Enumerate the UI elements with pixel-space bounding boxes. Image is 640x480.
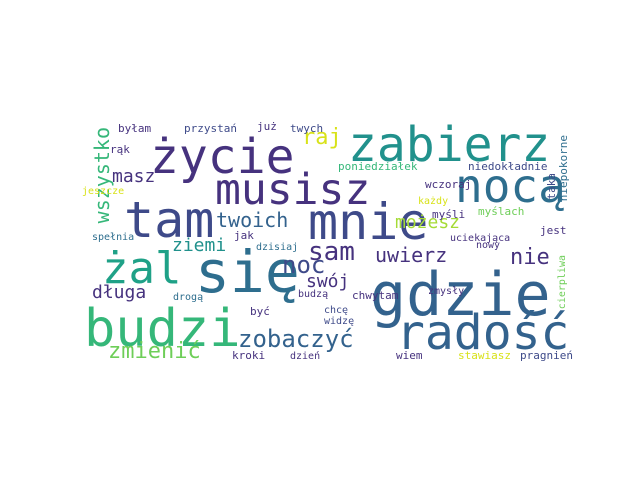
word-wiem: wiem xyxy=(396,349,423,362)
word-jak: jak xyxy=(234,229,254,242)
word-nowy: nowy xyxy=(476,240,501,251)
word-juz: już xyxy=(257,120,277,133)
word-poniedzialek: poniedziałek xyxy=(338,160,418,173)
word-mozesz: możesz xyxy=(395,212,461,233)
word-cierpliwa: cierpliwa xyxy=(557,255,568,310)
word-uwierz: uwierz xyxy=(375,243,448,267)
word-twoich: twoich xyxy=(216,208,289,232)
word-zmienic: zmienić xyxy=(108,339,201,364)
word-sam: sam xyxy=(308,237,355,267)
word-stawiasz: stawiasz xyxy=(458,349,511,362)
word-sie: się xyxy=(195,238,300,306)
word-ziemi: ziemi xyxy=(172,235,227,256)
word-zycie: życie xyxy=(150,129,295,185)
word-mysli: myśli xyxy=(432,208,466,221)
word-dzien: dzień xyxy=(290,351,321,362)
word-pragnien: pragnień xyxy=(520,349,573,362)
word-wszystko: wszystko xyxy=(90,127,114,224)
word-przystan: przystań xyxy=(184,122,237,135)
word-noca: nocą xyxy=(455,159,566,213)
word-dzisiaj: dzisiaj xyxy=(256,242,299,253)
word-kroki: kroki xyxy=(232,349,266,362)
word-chwytam: chwytam xyxy=(352,289,399,302)
word-niedokladnie: niedokładnie xyxy=(468,160,548,173)
word-noc: noc xyxy=(282,251,326,279)
word-masz: masz xyxy=(112,166,156,187)
word-zal: żal xyxy=(102,243,182,294)
word-budzi: budzi xyxy=(84,299,241,359)
word-bylam: byłam xyxy=(118,122,152,135)
word-uciekajaca: uciekająca xyxy=(450,233,511,244)
word-jeszcze: jeszcze xyxy=(82,186,125,197)
word-widze: widzę xyxy=(324,316,355,327)
word-musisz: musisz xyxy=(215,165,371,215)
word-gdzie: gdzie xyxy=(370,260,551,330)
word-twych: twych xyxy=(290,122,324,135)
word-taka: taka xyxy=(545,173,558,200)
word-zobaczyc: zobaczyć xyxy=(238,325,354,353)
word-zmysly: zmysły xyxy=(428,286,465,297)
word-budza: budzą xyxy=(298,289,329,300)
word-niepokorne: niepokorne xyxy=(557,135,570,202)
word-dluga: długa xyxy=(92,282,147,303)
word-raj: raj xyxy=(302,125,342,150)
word-radosc: radość xyxy=(396,305,570,361)
word-wczoraj: wczoraj xyxy=(425,178,472,191)
word-rak: rąk xyxy=(110,143,130,156)
word-tam: tam xyxy=(124,191,215,249)
word-droga: drogą xyxy=(173,292,204,303)
word-myslach: myślach xyxy=(478,205,525,218)
word-swoj: swój xyxy=(306,271,350,292)
word-byc: być xyxy=(250,305,270,318)
word-cloud: zabierz życie musisz nocą tam mnie się ż… xyxy=(80,113,573,370)
word-spelnia: spełnia xyxy=(92,232,135,243)
word-jest: jest xyxy=(540,224,567,237)
word-zabierz: zabierz xyxy=(348,117,551,173)
word-nie: nie xyxy=(510,245,550,270)
word-mnie: mnie xyxy=(308,193,429,251)
word-kazdy: każdy xyxy=(418,196,449,207)
word-chce: chcę xyxy=(324,305,349,316)
